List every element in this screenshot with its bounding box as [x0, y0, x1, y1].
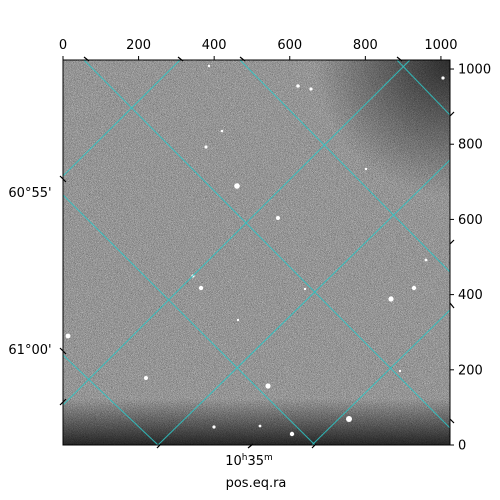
star-22 — [236, 318, 240, 322]
grid-line-1 — [63, 194, 316, 445]
grid-line-4 — [396, 60, 450, 116]
ra-tick-label-0: 10h35m — [225, 453, 273, 469]
image-corner-shade — [63, 60, 450, 445]
world-tick-4 — [177, 56, 184, 62]
x-tick-label-2: 400 — [202, 38, 227, 53]
star-field — [65, 64, 445, 437]
world-axis-ticks — [59, 56, 455, 449]
grid-line-5 — [63, 60, 181, 177]
world-tick-2 — [59, 398, 67, 406]
world-tick-7 — [449, 111, 455, 117]
star-6 — [198, 285, 204, 291]
world-tick-9 — [449, 302, 455, 309]
star-21 — [303, 287, 307, 291]
y-tick-label-2: 400 — [458, 288, 483, 303]
world-tick-3 — [83, 56, 90, 62]
star-1 — [296, 84, 300, 88]
star-5 — [220, 129, 224, 133]
star-2 — [309, 87, 313, 91]
x-tick-label-1: 200 — [126, 38, 151, 53]
star-4 — [204, 145, 208, 149]
world-tick-0 — [59, 175, 67, 183]
world-tick-10 — [449, 418, 455, 424]
star-9 — [411, 285, 417, 291]
star-10 — [265, 383, 271, 389]
star-20 — [398, 369, 402, 373]
star-17 — [441, 76, 445, 80]
dec-tick-label-1: 61°00' — [8, 343, 51, 358]
star-0 — [234, 183, 240, 189]
world-tick-12 — [247, 443, 254, 449]
x-axis-label: pos.eq.ra — [226, 476, 287, 491]
x-tick-label-4: 800 — [353, 38, 378, 53]
x-tick-label-3: 600 — [277, 38, 302, 53]
world-tick-13 — [311, 443, 317, 449]
world-tick-1 — [59, 347, 67, 355]
sky-image — [63, 60, 450, 445]
grid-line-3 — [239, 60, 450, 273]
grid-line-8 — [311, 309, 450, 445]
star-3 — [276, 216, 280, 220]
world-tick-6 — [396, 56, 403, 62]
star-13 — [144, 376, 148, 380]
dec-tick-label-0: 60°55' — [8, 186, 51, 201]
world-tick-8 — [449, 239, 455, 245]
star-18 — [207, 64, 211, 68]
x-axis-top: 0 200 400 600 800 1000 — [59, 38, 457, 60]
star-16 — [424, 258, 428, 262]
y-tick-label-1: 200 — [458, 363, 483, 378]
star-15 — [212, 425, 216, 429]
star-11 — [346, 416, 352, 422]
star-12 — [289, 431, 295, 437]
y-tick-label-3: 600 — [458, 213, 483, 228]
plot-frame — [62, 59, 451, 446]
star-8 — [388, 296, 394, 302]
coordinate-grid — [63, 60, 450, 445]
x-tick-label-0: 0 — [59, 38, 67, 53]
star-14 — [65, 333, 71, 339]
star-23 — [364, 167, 368, 171]
world-tick-5 — [239, 56, 246, 62]
grid-line-6 — [63, 60, 411, 406]
x-tick-label-5: 1000 — [424, 38, 457, 53]
grid-line-2 — [63, 354, 159, 445]
y-tick-label-4: 800 — [458, 138, 483, 153]
y-axis-right: 0 200 400 600 800 1000 — [450, 63, 491, 454]
world-tick-11 — [156, 443, 162, 449]
y-tick-label-5: 1000 — [458, 63, 491, 78]
grid-line-7 — [157, 159, 450, 445]
star-19 — [258, 424, 262, 428]
y-tick-label-0: 0 — [458, 439, 466, 454]
